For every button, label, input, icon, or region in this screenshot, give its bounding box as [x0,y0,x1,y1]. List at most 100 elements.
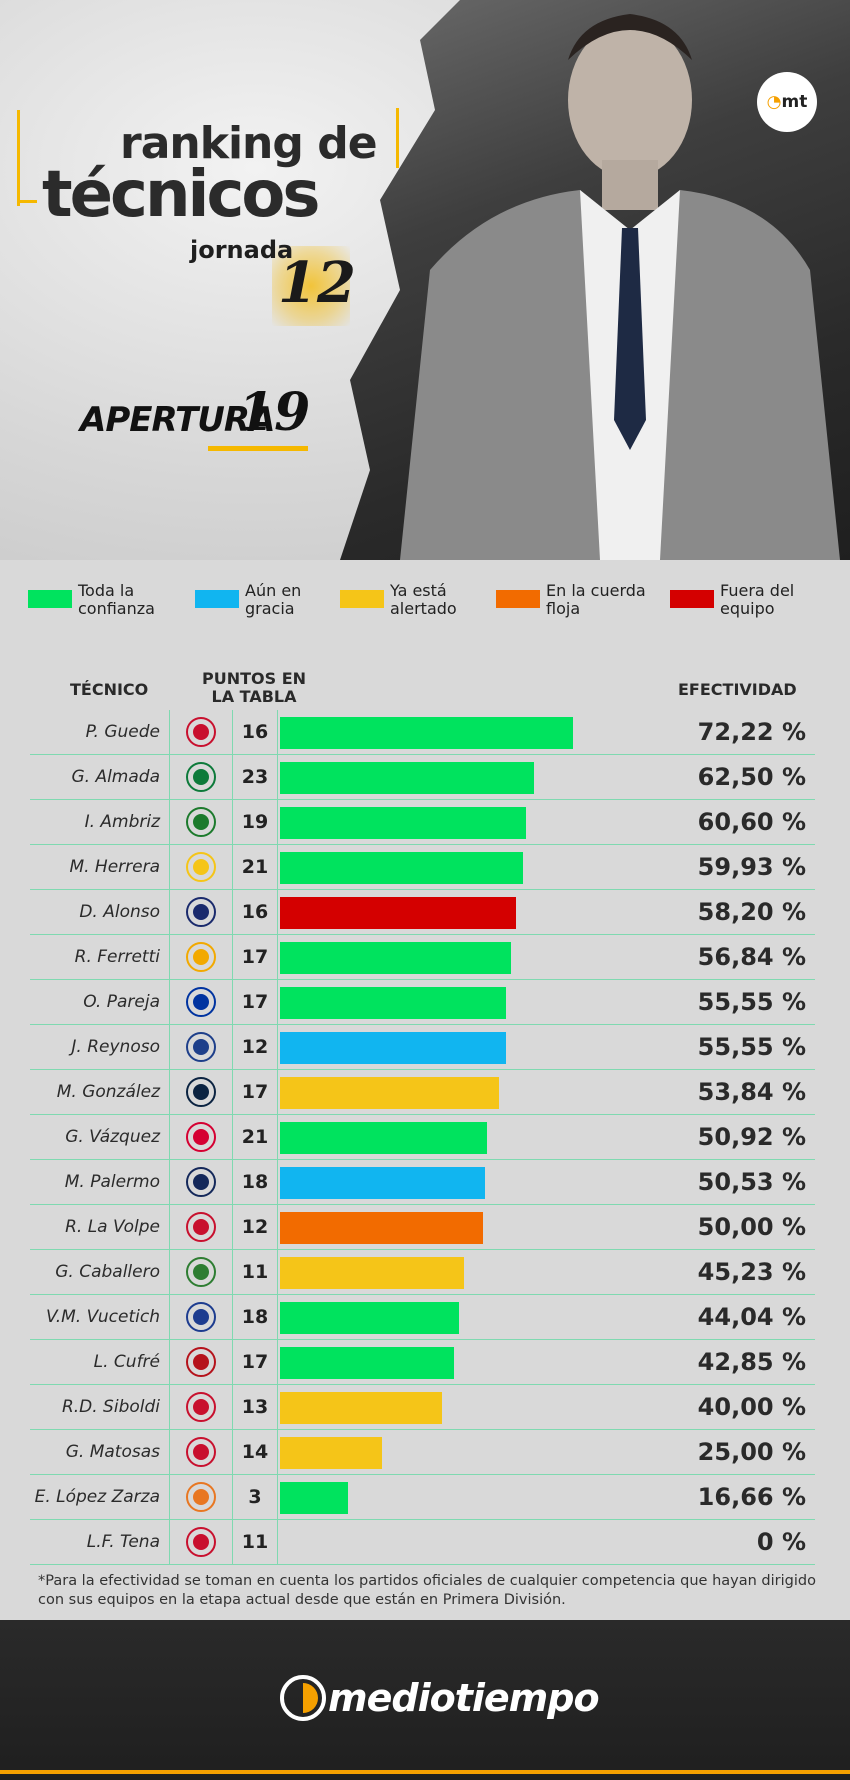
column-divider [277,890,278,935]
team-crest-icon [186,1257,216,1287]
column-divider [169,1115,170,1160]
legend-label: Toda la confianza [78,581,155,618]
column-header-coach: TÉCNICO [70,680,149,699]
row-divider [30,1249,815,1250]
column-divider [232,1205,233,1250]
column-divider [232,890,233,935]
column-divider [169,1475,170,1520]
badge-text: mt [781,92,808,112]
team-crest-emblem [193,1444,209,1460]
column-divider [169,1340,170,1385]
column-divider [169,1025,170,1070]
team-crest-icon [186,942,216,972]
column-divider [169,1250,170,1295]
jornada-highlight [272,246,350,326]
points-value: 17 [241,1081,269,1103]
row-divider [30,934,815,935]
column-divider [277,1205,278,1250]
team-crest-emblem [193,904,209,920]
team-crest-icon [186,1167,216,1197]
table-row: G. Vázquez 21 50,92 % [0,1115,850,1160]
column-divider [169,1520,170,1565]
footer-accent-line [0,1770,850,1774]
team-crest-icon [186,1482,216,1512]
column-divider [277,1385,278,1430]
team-crest-icon [186,987,216,1017]
team-crest-icon [186,807,216,837]
column-divider [277,1295,278,1340]
column-divider [232,1295,233,1340]
team-crest-emblem [193,1309,209,1325]
column-divider [277,845,278,890]
table-row: O. Pareja 17 55,55 % [0,980,850,1025]
team-crest-emblem [193,949,209,965]
points-value: 13 [241,1396,269,1418]
coach-name: M. González [56,1082,160,1102]
effectiveness-bar [280,1257,464,1289]
jornada-label: jornada [190,236,294,264]
coach-name: D. Alonso [79,902,160,922]
legend: Toda la confianza Aún en gracia Ya está … [28,582,828,622]
column-divider [232,1520,233,1565]
tournament-underline [208,446,308,451]
column-divider [277,1520,278,1565]
column-divider [232,1385,233,1430]
points-value: 12 [241,1036,269,1058]
column-divider [277,1430,278,1475]
effectiveness-value: 55,55 % [697,988,806,1016]
team-crest-emblem [193,1489,209,1505]
coach-name: R. Ferretti [74,947,160,967]
effectiveness-bar [280,717,573,749]
effectiveness-bar [280,807,526,839]
team-crest-icon [186,717,216,747]
effectiveness-bar [280,1122,487,1154]
legend-swatch [28,590,72,608]
effectiveness-bar [280,1077,499,1109]
points-value: 18 [241,1306,269,1328]
brand-logo[interactable]: mediotiempo [280,1668,600,1728]
column-divider [169,935,170,980]
table-row: L. Cufré 17 42,85 % [0,1340,850,1385]
column-divider [277,1115,278,1160]
effectiveness-bar [280,852,523,884]
points-value: 11 [241,1531,269,1553]
legend-label: Fuera del equipo [720,581,795,618]
coach-name: L. Cufré [93,1352,160,1372]
coach-silhouette-image [400,14,840,560]
effectiveness-bar [280,1347,454,1379]
clock-icon: ◔ [766,92,782,112]
coach-name: R.D. Siboldi [61,1397,160,1417]
team-crest-emblem [193,1039,209,1055]
hero-banner: ranking de técnicos jornada 12 APERTURA … [0,0,850,560]
effectiveness-bar [280,762,534,794]
team-crest-emblem [193,1264,209,1280]
row-divider [30,1384,815,1385]
points-value: 23 [241,766,269,788]
title-accent-line [396,108,399,168]
coach-name: L.F. Tena [86,1532,160,1552]
effectiveness-value: 16,66 % [697,1483,806,1511]
table-row: M. Herrera 21 59,93 % [0,845,850,890]
row-divider [30,979,815,980]
legend-label: Ya está alertado [390,581,457,618]
coach-name: V.M. Vucetich [46,1307,160,1327]
table-row: M. Palermo 18 50,53 % [0,1160,850,1205]
tournament-word: APERTURA [80,400,275,440]
coach-name: G. Almada [71,767,160,787]
coach-name: G. Vázquez [65,1127,160,1147]
effectiveness-bar [280,1482,348,1514]
mt-logo-badge[interactable]: ◔ mt [757,72,817,132]
coach-name: G. Matosas [65,1442,160,1462]
table-row: D. Alonso 16 58,20 % [0,890,850,935]
table-row: J. Reynoso 12 55,55 % [0,1025,850,1070]
row-divider [30,1024,815,1025]
table-row: R.D. Siboldi 13 40,00 % [0,1385,850,1430]
column-divider [169,1205,170,1250]
tournament-number: 19 [238,382,311,443]
column-divider [277,1070,278,1115]
title-accent-line [17,200,37,203]
table-row: R. La Volpe 12 50,00 % [0,1205,850,1250]
legend-swatch [195,590,239,608]
coach-name: M. Herrera [69,857,160,877]
team-crest-icon [186,1212,216,1242]
